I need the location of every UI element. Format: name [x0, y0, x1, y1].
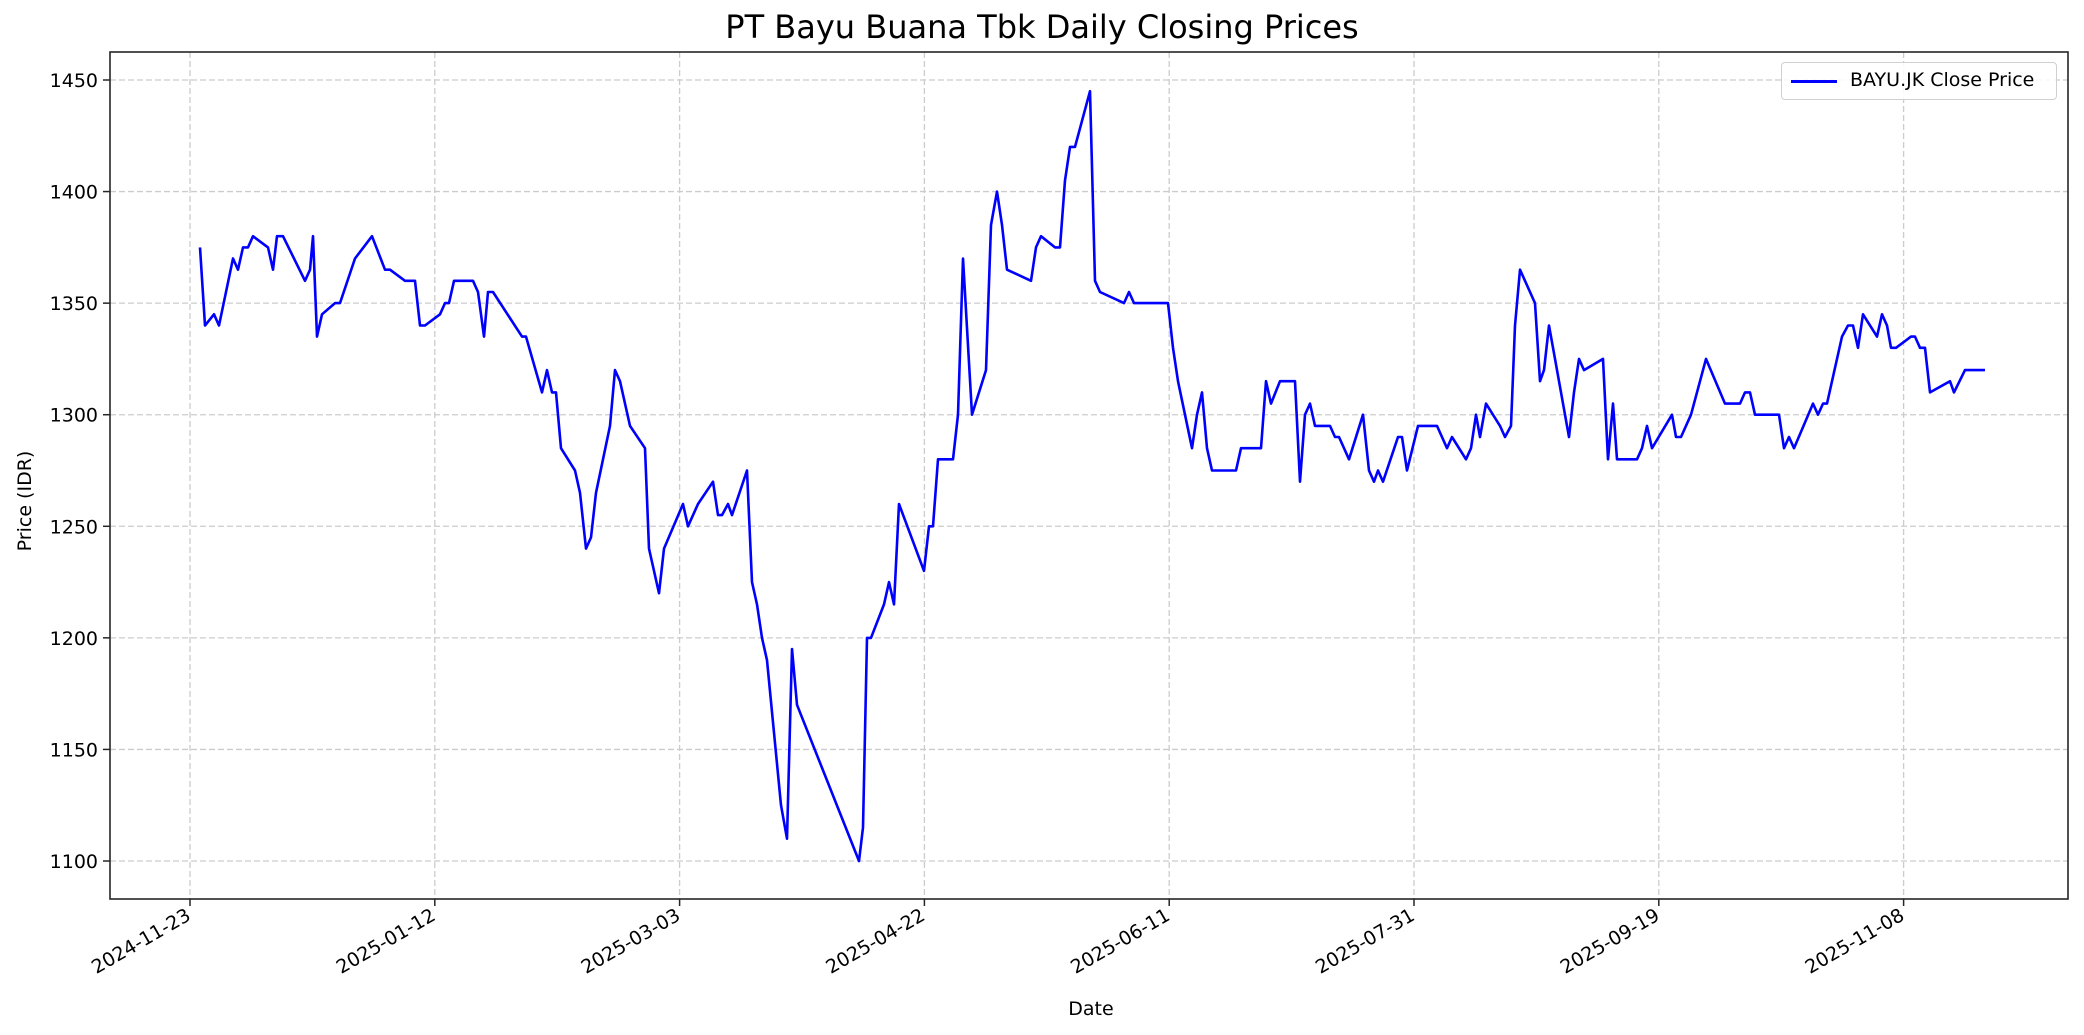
y-tick-label: 1400	[50, 182, 98, 204]
legend-label: BAYU.JK Close Price	[1850, 69, 2035, 91]
legend-line-icon	[1791, 80, 1837, 83]
chart-title: PT Bayu Buana Tbk Daily Closing Prices	[725, 8, 1359, 46]
x-axis-label: Date	[1068, 998, 1114, 1020]
x-tick-label: 2025-09-19	[1557, 904, 1664, 978]
x-tick-label: 2025-04-22	[822, 904, 929, 978]
price-line	[198, 89, 1985, 863]
x-tick-label: 2025-11-08	[1801, 904, 1908, 978]
y-axis-label: Price (IDR)	[14, 450, 36, 552]
x-tick-label: 2024-11-23	[88, 904, 195, 978]
x-tick-label: 2025-07-31	[1312, 904, 1419, 978]
y-tick-label: 1100	[50, 851, 98, 873]
axes-frame	[109, 51, 2069, 900]
y-tick-label: 1450	[50, 70, 98, 92]
y-tick-label: 1200	[50, 628, 98, 650]
legend: BAYU.JK Close Price	[1781, 62, 2057, 100]
x-axis-ticks: 2024-11-23 2025-01-12 2025-03-03 2025-04-22…	[88, 899, 1908, 979]
grid-lines	[110, 52, 2068, 899]
x-tick-label: 2025-01-12	[333, 904, 440, 978]
y-axis-ticks: 1100 1150 1200 1250 1300 1350 1400 1450	[50, 70, 110, 873]
y-tick-label: 1300	[50, 405, 98, 427]
y-tick-label: 1350	[50, 293, 98, 315]
x-tick-label: 2025-03-03	[577, 904, 684, 978]
y-tick-label: 1250	[50, 516, 98, 538]
y-tick-label: 1150	[50, 739, 98, 761]
x-tick-label: 2025-06-11	[1067, 904, 1174, 978]
